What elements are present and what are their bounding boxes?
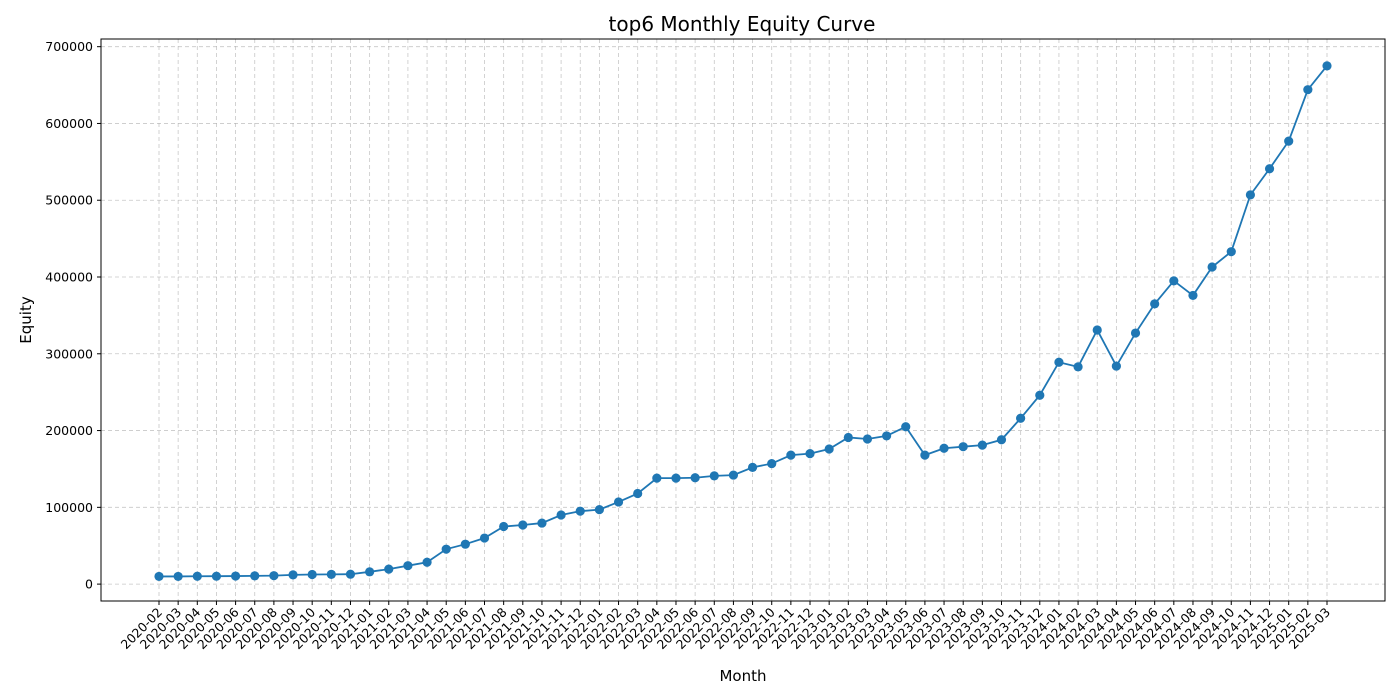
data-point (575, 506, 585, 516)
plot-frame (100, 38, 1386, 602)
data-point (939, 443, 949, 453)
data-point (843, 432, 853, 443)
data-point (1284, 136, 1294, 146)
data-point (288, 570, 298, 580)
point-layer (154, 61, 1332, 582)
data-point (1303, 85, 1313, 95)
data-point (1035, 390, 1045, 400)
data-point (920, 450, 930, 460)
y-tick-label: 600000 (45, 116, 93, 131)
equity-series-line (159, 65, 1328, 578)
data-point (613, 497, 624, 507)
y-tick-label: 300000 (45, 346, 93, 361)
data-point (901, 422, 911, 432)
data-point (307, 569, 317, 580)
data-point (269, 571, 279, 581)
data-point (862, 434, 873, 444)
data-point (518, 520, 528, 530)
y-axis-ticks: 0 100000 200000 300000 400000 500000 600000 700… (45, 39, 101, 592)
x-axis-label: Month (719, 667, 766, 685)
data-point (345, 569, 356, 579)
y-tick-label: 200000 (45, 423, 93, 438)
data-point (1111, 361, 1121, 371)
data-point (996, 435, 1007, 445)
line-layer (159, 65, 1328, 578)
data-point (499, 521, 509, 532)
data-point (1245, 190, 1256, 200)
data-point (365, 567, 375, 577)
data-point (384, 564, 394, 574)
data-point (460, 539, 470, 549)
data-point (690, 473, 700, 483)
y-tick-label: 0 (85, 577, 93, 592)
data-point (250, 571, 260, 581)
grid-layer (101, 39, 1385, 601)
data-point (652, 473, 662, 483)
data-point (805, 448, 815, 459)
y-tick-label: 500000 (45, 193, 93, 208)
data-point (422, 557, 432, 567)
data-point (1169, 276, 1179, 286)
data-point (1264, 164, 1275, 174)
data-point (1150, 299, 1160, 309)
data-point (154, 571, 164, 582)
data-point (479, 533, 490, 543)
data-point (671, 473, 681, 483)
y-axis-label: Equity (17, 296, 35, 344)
x-axis-ticks: 2020-022020-032020-042020-052020-062020-… (118, 601, 1333, 652)
data-point (1322, 61, 1332, 71)
data-point (958, 442, 968, 452)
data-point (326, 569, 336, 579)
data-point (633, 488, 643, 499)
data-point (173, 571, 183, 582)
data-point (882, 431, 892, 441)
data-point (728, 470, 739, 480)
data-point (1054, 357, 1064, 367)
data-point (1016, 413, 1026, 423)
data-point (1188, 290, 1198, 301)
data-point (556, 510, 566, 520)
data-point (977, 440, 987, 450)
data-point (1207, 262, 1217, 272)
data-point (1092, 325, 1102, 335)
y-tick-label: 400000 (45, 270, 93, 285)
data-point (403, 561, 413, 571)
chart-title: top6 Monthly Equity Curve (609, 12, 876, 36)
data-point (211, 571, 222, 581)
data-point (747, 462, 758, 473)
data-point (537, 518, 547, 528)
data-point (1130, 328, 1141, 338)
data-point (441, 544, 451, 554)
y-tick-label: 100000 (45, 500, 93, 515)
data-point (786, 450, 796, 460)
data-point (824, 444, 834, 454)
data-point (230, 571, 241, 581)
data-point (1226, 247, 1236, 257)
data-point (192, 571, 202, 581)
data-point (1073, 362, 1083, 372)
data-point (767, 458, 777, 469)
data-point (709, 471, 719, 481)
y-tick-label: 700000 (45, 39, 93, 54)
data-point (594, 505, 604, 515)
